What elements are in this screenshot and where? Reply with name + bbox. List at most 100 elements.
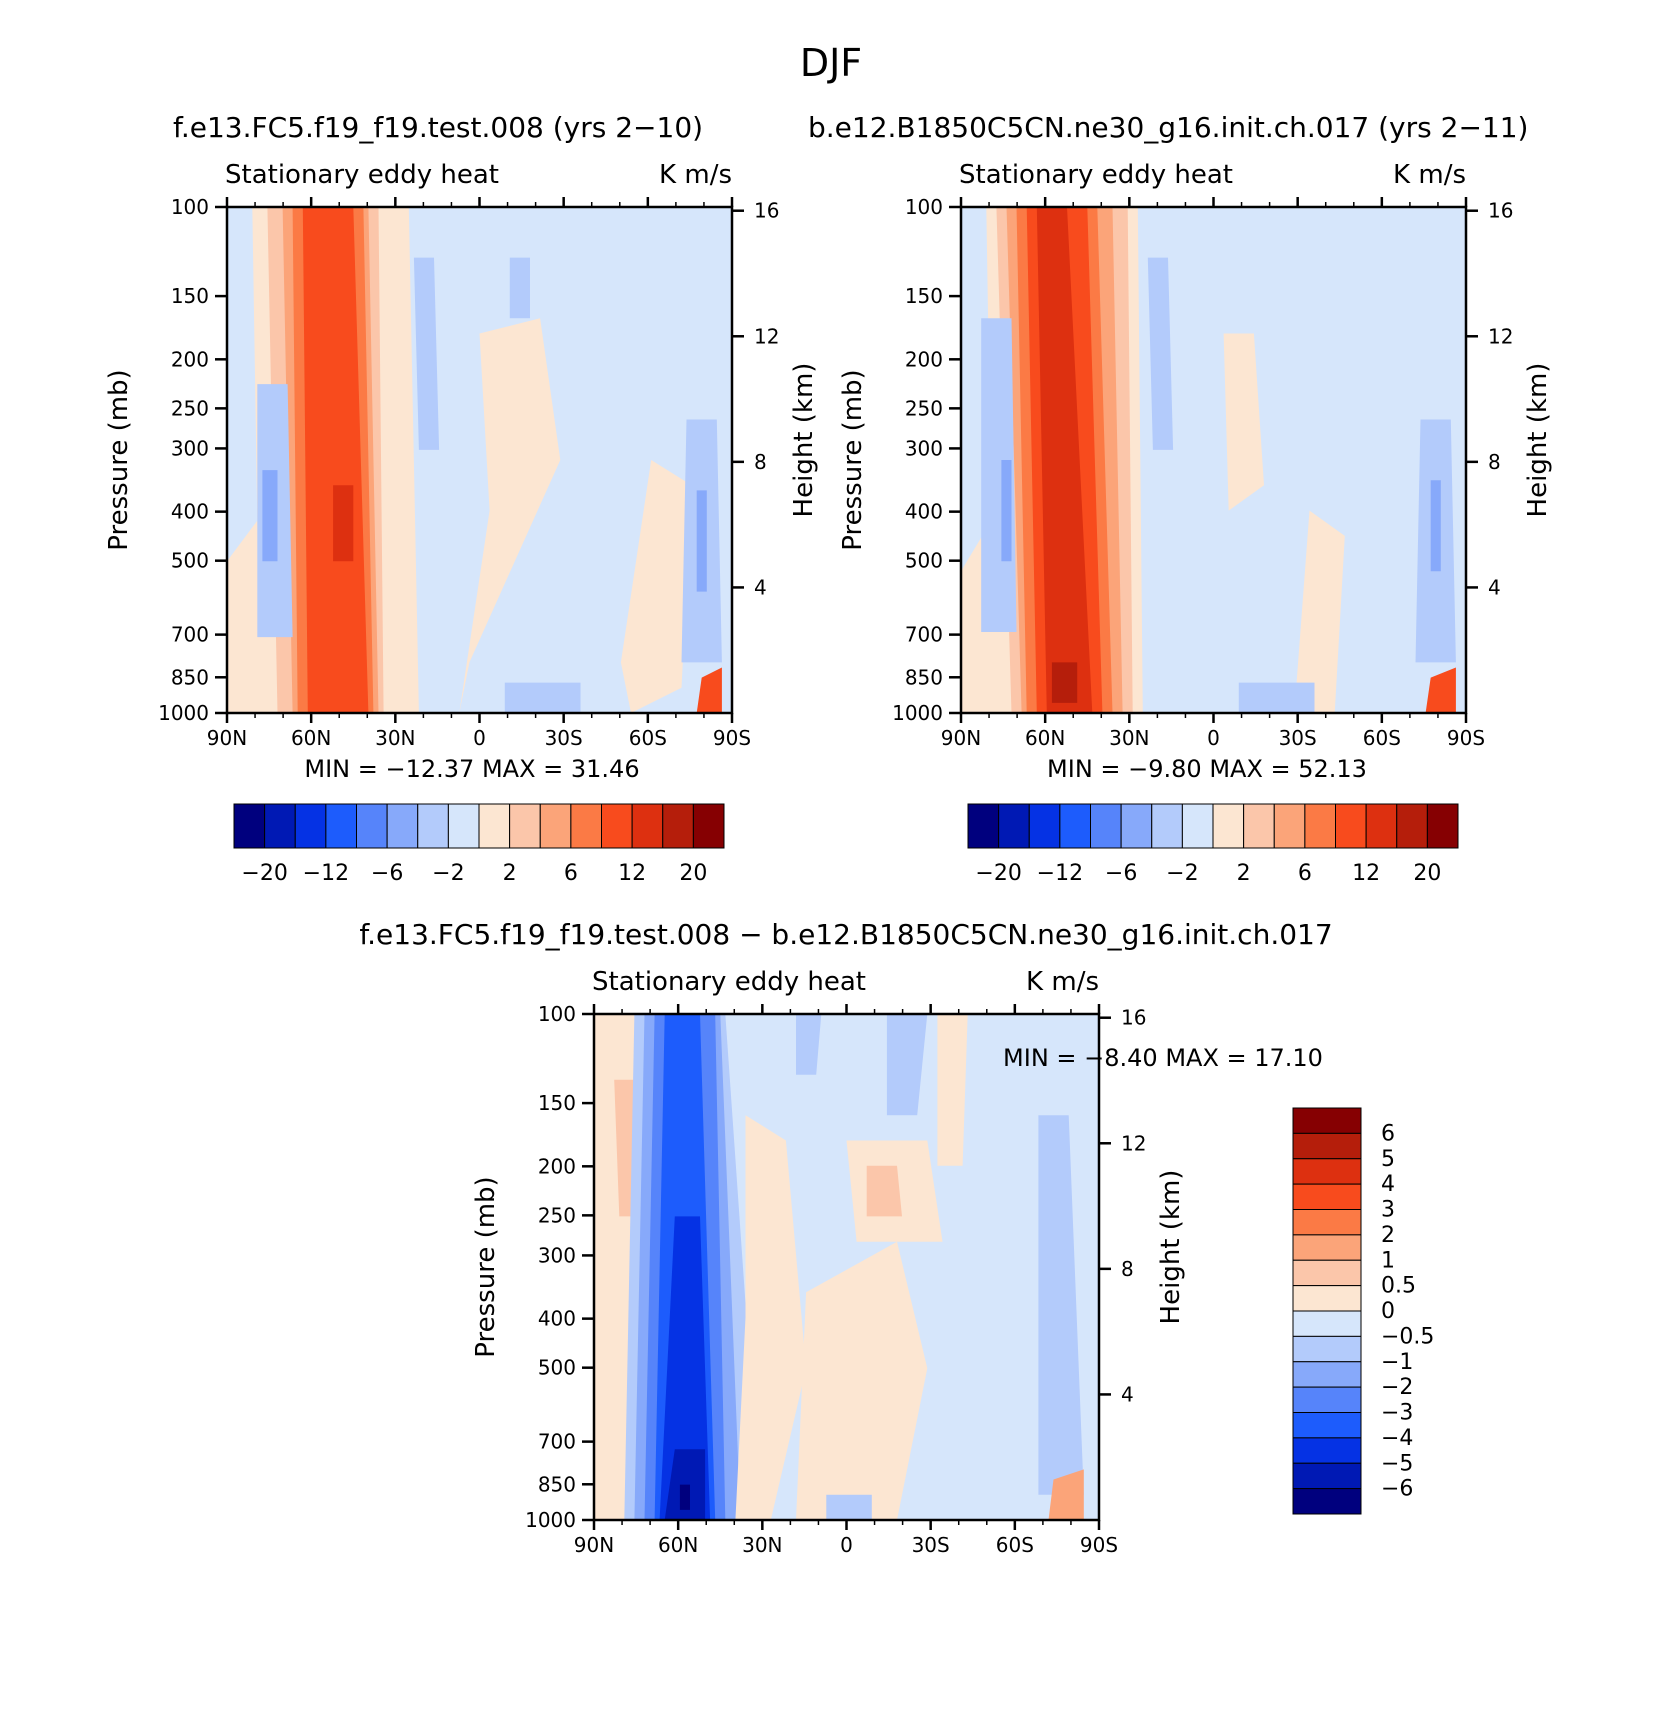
top-right-ytick-right-label: 8 xyxy=(1488,450,1501,474)
top-left-colorbar-swatch xyxy=(478,803,511,849)
top-right-case-title: b.e12.B1850C5CN.ne30_g16.init.ch.017 (yr… xyxy=(808,111,1528,144)
top-right-contour-region xyxy=(1425,667,1456,713)
top-left-colorbar-label: −12 xyxy=(303,861,349,886)
top-right-contour-region xyxy=(1001,460,1012,562)
top-right-colorbar-swatch xyxy=(967,803,1000,849)
top-left-ytick-label: 1000 xyxy=(158,701,209,725)
top-right-colorbar-label: 20 xyxy=(1413,861,1441,886)
top-left-contour-region xyxy=(504,682,581,713)
top-right-ytick-right-label: 12 xyxy=(1488,324,1513,348)
top-right-ytick-right-label: 4 xyxy=(1488,575,1501,599)
top-left-xtick-label: 0 xyxy=(473,726,486,750)
top-left-colorbar-swatch xyxy=(325,803,357,849)
bottom-difference-xtick-label: 60N xyxy=(658,1533,698,1557)
top-right-min-max-label: MIN = −9.80 MAX = 52.13 xyxy=(1047,755,1367,783)
bottom-difference-colorbar-swatch xyxy=(1292,1462,1362,1490)
bottom-difference-contour-region xyxy=(886,1014,928,1116)
bottom-difference-ytick-label: 500 xyxy=(538,1356,576,1380)
top-left-colorbar-swatch xyxy=(417,803,449,849)
top-left-colorbar-swatch xyxy=(692,803,725,849)
top-right-ytick-right-label: 16 xyxy=(1488,199,1513,223)
bottom-difference-contour-region xyxy=(659,1216,711,1520)
bottom-difference-colorbar-swatch xyxy=(1292,1183,1362,1210)
top-right-colorbar-label: −12 xyxy=(1037,861,1083,886)
bottom-difference-contour-region xyxy=(796,1014,822,1075)
top-left-colorbar-swatch xyxy=(233,803,266,849)
top-left-contour-region xyxy=(262,470,278,562)
top-right-xtick-label: 30S xyxy=(1279,726,1317,750)
bottom-difference-min-max-label: MIN = −8.40 MAX = 17.10 xyxy=(1003,1044,1323,1072)
bottom-difference-colorbar-label: −0.5 xyxy=(1381,1324,1434,1349)
top-right-ytick-label: 700 xyxy=(905,623,943,647)
bottom-difference-xtick-label: 90N xyxy=(574,1533,614,1557)
top-left-xtick-label: 60N xyxy=(291,726,331,750)
top-left-ytick-label: 500 xyxy=(171,549,209,573)
top-left-contour-region xyxy=(302,207,369,713)
top-right-colorbar-swatch xyxy=(1212,803,1245,849)
top-left-ytick-label: 400 xyxy=(171,500,209,524)
top-left-colorbar-swatch xyxy=(662,803,694,849)
top-left-colorbar-label: 12 xyxy=(618,861,646,886)
top-left-colorbar-label: −20 xyxy=(241,861,287,886)
bottom-difference-colorbar-swatch xyxy=(1292,1132,1362,1160)
bottom-difference-ylabel-right: Height (km) xyxy=(1156,1170,1186,1325)
bottom-difference-ytick-right-label: 16 xyxy=(1121,1006,1146,1030)
top-left-contour-region xyxy=(620,460,692,713)
bottom-difference-colorbar-label: −3 xyxy=(1381,1401,1413,1426)
top-left-xtick-label: 30N xyxy=(375,726,415,750)
bottom-difference-colorbar-label: 2 xyxy=(1381,1223,1395,1248)
top-right-colorbar-label: 12 xyxy=(1352,861,1380,886)
top-right-ytick-label: 400 xyxy=(905,500,943,524)
bottom-difference-colorbar-swatch xyxy=(1292,1259,1362,1287)
bottom-difference-colorbar-swatch xyxy=(1292,1386,1362,1413)
top-left-colorbar-swatch xyxy=(264,803,296,849)
top-left-contour-region xyxy=(413,257,440,450)
bottom-difference-xtick-label: 60S xyxy=(996,1533,1034,1557)
top-right-colorbar-swatch xyxy=(1059,803,1091,849)
top-left-colorbar-swatch xyxy=(631,803,664,849)
top-right-colorbar-label: 2 xyxy=(1237,861,1251,886)
bottom-difference-ytick-right-label: 12 xyxy=(1121,1131,1146,1155)
bottom-difference-ytick-label: 700 xyxy=(538,1430,576,1454)
bottom-difference-contour-region xyxy=(937,1014,968,1166)
bottom-difference-colorbar-label: 0 xyxy=(1381,1299,1395,1324)
top-left-contour-region xyxy=(509,257,530,319)
top-right-colorbar-swatch xyxy=(1090,803,1122,849)
bottom-difference-colorbar-label: 1 xyxy=(1381,1248,1395,1273)
top-left-colorbar-swatch xyxy=(601,803,633,849)
top-left-xtick-label: 30S xyxy=(545,726,583,750)
top-right-ylabel: Pressure (mb) xyxy=(838,369,868,550)
top-left-min-max-label: MIN = −12.37 MAX = 31.46 xyxy=(304,755,639,783)
top-right-colorbar-label: −20 xyxy=(975,861,1021,886)
bottom-difference-colorbar-label: 5 xyxy=(1381,1147,1395,1172)
top-left-contour-region xyxy=(459,318,561,713)
top-right-ytick-label: 100 xyxy=(905,195,943,219)
bottom-difference-contour-region xyxy=(679,1484,690,1510)
top-left-ytick-label: 700 xyxy=(171,623,209,647)
top-right-contour-region xyxy=(1051,662,1078,703)
bottom-difference-colorbar-label: −6 xyxy=(1381,1477,1413,1502)
top-left-colorbar-label: 2 xyxy=(503,861,517,886)
bottom-difference-colorbar-swatch xyxy=(1292,1158,1362,1185)
top-right-colorbar-swatch xyxy=(1365,803,1398,849)
bottom-difference-colorbar-label: 4 xyxy=(1381,1172,1395,1197)
top-left-colorbar-swatch xyxy=(386,803,419,849)
top-left-ytick-right-label: 12 xyxy=(754,324,779,348)
top-left-ytick-label: 300 xyxy=(171,436,209,460)
top-right-ytick-label: 1000 xyxy=(892,701,943,725)
bottom-difference-ytick-label: 250 xyxy=(538,1203,576,1227)
bottom-difference-colorbar-swatch xyxy=(1292,1361,1362,1388)
figure-season-title: DJF xyxy=(800,41,862,85)
top-left-colorbar-label: −2 xyxy=(432,861,464,886)
bottom-difference-xtick-label: 30S xyxy=(912,1533,950,1557)
top-right-ytick-label: 200 xyxy=(905,347,943,371)
bottom-difference-colorbar-swatch xyxy=(1292,1310,1362,1337)
bottom-difference-colorbar-swatch xyxy=(1292,1437,1362,1464)
bottom-difference-variable-title: Stationary eddy heat xyxy=(592,967,866,997)
top-left-colorbar-swatch xyxy=(356,803,388,849)
top-right-variable-title: Stationary eddy heat xyxy=(959,160,1233,190)
bottom-difference-colorbar-swatch xyxy=(1292,1107,1362,1134)
top-right-ylabel-right: Height (km) xyxy=(1523,363,1553,518)
top-left-ytick-label: 200 xyxy=(171,347,209,371)
